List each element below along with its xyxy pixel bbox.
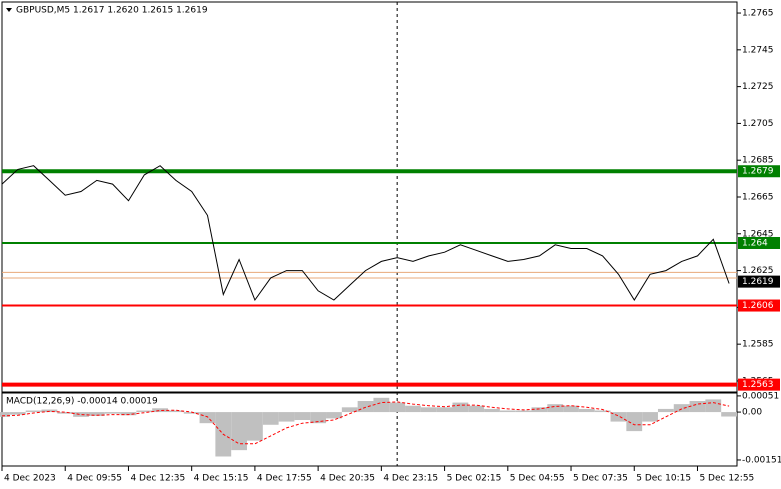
- y-tick-label: 1.2705: [742, 119, 774, 129]
- x-tick-label: 5 Dec 10:15: [636, 474, 691, 484]
- macd-bar: [231, 412, 247, 451]
- macd-bar: [247, 412, 263, 441]
- macd-bar: [436, 407, 453, 413]
- price-line: [1, 165, 730, 302]
- x-tick-label: 4 Dec 15:15: [194, 474, 249, 484]
- macd-bar: [167, 410, 184, 413]
- macd-bar: [452, 402, 469, 413]
- x-tick-label: 4 Dec 23:15: [383, 474, 438, 484]
- x-tick-label: 5 Dec 07:35: [573, 474, 628, 484]
- macd-bar: [73, 412, 89, 417]
- y-tick-label: -0.00151: [742, 455, 781, 465]
- x-tick-label: 5 Dec 02:15: [447, 474, 502, 484]
- macd-bar: [578, 408, 595, 413]
- x-tick-label: 4 Dec 2023: [4, 474, 56, 484]
- macd-bar: [120, 412, 137, 416]
- y-tick-label: 1.2665: [742, 193, 774, 203]
- y-tick-label: 1.2625: [742, 266, 774, 276]
- macd-bar: [389, 402, 406, 413]
- macd-bar: [326, 412, 342, 419]
- x-tick-label: 4 Dec 09:55: [67, 474, 122, 484]
- macd-bar: [199, 412, 216, 424]
- x-tick-label: 5 Dec 12:55: [699, 474, 754, 484]
- level-label-box: [738, 236, 780, 249]
- macd-bar: [563, 405, 579, 413]
- y-tick-label: 1.2685: [742, 156, 774, 166]
- level-label: 1.2679: [742, 167, 774, 177]
- macd-bar: [594, 410, 611, 413]
- macd-bar: [657, 408, 674, 413]
- macd-bar: [405, 405, 421, 413]
- macd-bar: [484, 408, 500, 413]
- macd-bar: [689, 400, 706, 413]
- macd-bar: [104, 412, 121, 414]
- macd-bar: [9, 412, 26, 415]
- current-price-box: [738, 275, 780, 288]
- macd-bar: [515, 410, 532, 413]
- chart-title: GBPUSD,M5 1.2617 1.2620 1.2615 1.2619: [16, 6, 208, 16]
- macd-bar: [673, 404, 690, 413]
- level-label-box: [738, 165, 780, 178]
- macd-bar: [57, 412, 74, 414]
- x-tick-label: 5 Dec 04:55: [510, 474, 565, 484]
- macd-bar: [152, 408, 168, 413]
- y-tick-label: 0.00051: [742, 391, 779, 401]
- macd-bar: [420, 407, 437, 413]
- macd-bar: [705, 399, 722, 413]
- macd-bar: [294, 412, 311, 421]
- macd-bar: [610, 412, 627, 422]
- level-label: 1.2563: [742, 380, 774, 390]
- macd-bar: [499, 410, 516, 413]
- macd-bar: [642, 412, 658, 422]
- macd-bar: [310, 412, 327, 424]
- level-label: 1.2606: [742, 301, 774, 311]
- macd-bar: [468, 405, 485, 413]
- macd-bar: [341, 407, 358, 413]
- x-tick-label: 4 Dec 12:35: [130, 474, 185, 484]
- level-label: 1.264: [742, 238, 768, 248]
- y-tick-label: 1.2765: [742, 9, 774, 19]
- x-tick-label: 4 Dec 17:55: [257, 474, 312, 484]
- y-tick-label: 1.2585: [742, 340, 774, 350]
- macd-bar: [626, 412, 643, 432]
- level-label-box: [738, 299, 780, 312]
- macd-bar: [0, 412, 10, 417]
- macd-bar: [88, 412, 105, 416]
- x-tick-label: 4 Dec 20:35: [320, 474, 375, 484]
- macd-bar: [531, 407, 548, 413]
- macd-bar: [373, 397, 390, 413]
- current-price-label: 1.2619: [742, 277, 774, 287]
- macd-bar: [136, 410, 153, 413]
- macd-title: MACD(12,26,9) -0.00014 0.00019: [6, 397, 158, 407]
- menu-arrow[interactable]: [6, 8, 12, 12]
- macd-bar: [25, 410, 42, 413]
- price-panel: [1, 1, 738, 393]
- macd-bar: [183, 412, 200, 414]
- y-tick-label: 0.00: [742, 408, 762, 418]
- y-tick-label: 1.2725: [742, 82, 774, 92]
- y-tick-label: 1.2645: [742, 229, 774, 239]
- macd-bar: [41, 409, 58, 413]
- signal-line: [1, 401, 730, 445]
- macd-bar: [547, 404, 564, 413]
- macd-bar: [721, 412, 737, 417]
- y-tick-label: 1.2745: [742, 45, 774, 55]
- macd-bar: [278, 412, 295, 422]
- macd-bar: [357, 400, 374, 413]
- macd-bar: [262, 412, 279, 425]
- level-label-box: [738, 378, 780, 391]
